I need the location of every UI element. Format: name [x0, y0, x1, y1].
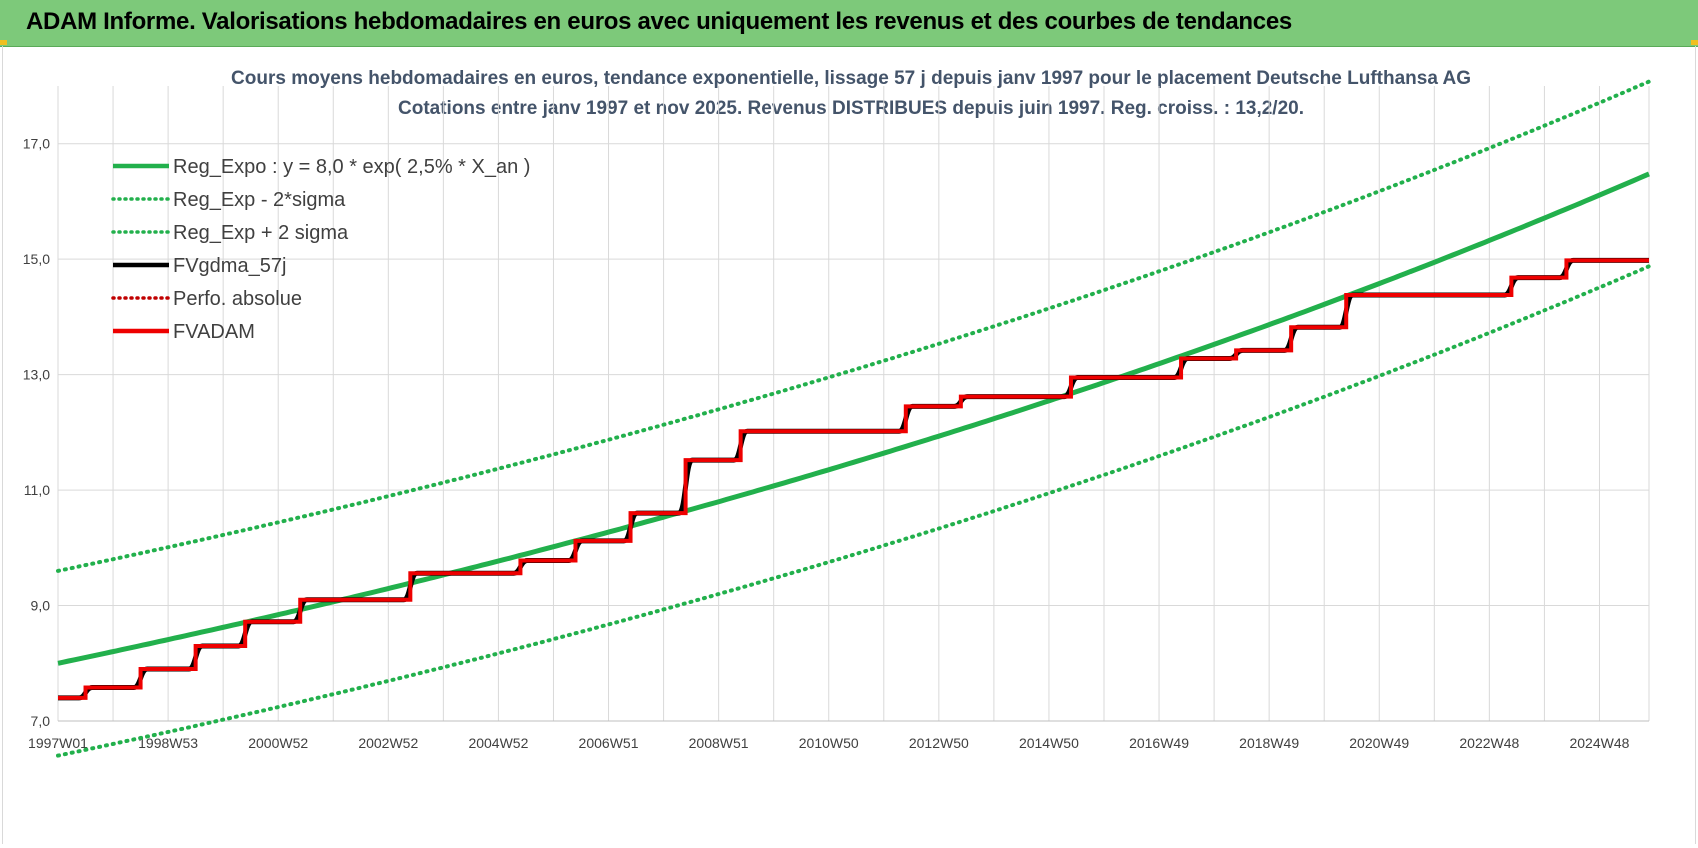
reg-expo-line — [57, 171, 1650, 666]
x-tick-label: 2016W49 — [1129, 735, 1189, 751]
legend-label: Reg_Exp + 2 sigma — [173, 222, 349, 244]
x-tick-label: 2022W48 — [1459, 735, 1519, 751]
x-tick-label: 2008W51 — [689, 735, 749, 751]
x-tick-label: 2024W48 — [1569, 735, 1629, 751]
y-tick-label: 15,0 — [23, 251, 50, 267]
chart: Cours moyens hebdomadaires en euros, ten… — [23, 68, 1651, 758]
x-tick-label: 2014W50 — [1019, 735, 1079, 751]
y-tick-label: 17,0 — [23, 136, 50, 152]
reg-exp-plus-2sigma-line — [56, 79, 1651, 573]
y-tick-label: 13,0 — [23, 367, 50, 383]
corner-marker-right — [1691, 40, 1698, 45]
banner-title: ADAM Informe. Valorisations hebdomadaire… — [26, 8, 1292, 35]
reg-exp-minus-2sigma-line — [56, 264, 1651, 758]
fvadam-line — [58, 258, 1649, 700]
x-tick-label: 2004W52 — [468, 735, 528, 751]
legend-label: Perfo. absolue — [173, 288, 302, 310]
x-tick-label: 2010W50 — [799, 735, 859, 751]
legend-label: Reg_Exp - 2*sigma — [173, 189, 346, 211]
x-tick-label: 1997W01 — [28, 735, 88, 751]
y-tick-label: 9,0 — [31, 598, 51, 614]
x-tick-label: 2002W52 — [358, 735, 418, 751]
legend-label: FVADAM — [173, 321, 255, 343]
title-banner: ADAM Informe. Valorisations hebdomadaire… — [0, 0, 1698, 47]
chart-title-line: Cours moyens hebdomadaires en euros, ten… — [231, 68, 1471, 89]
x-tick-label: 2012W50 — [909, 735, 969, 751]
corner-marker-left — [0, 40, 7, 45]
fvgdma-57j-line — [58, 257, 1649, 701]
chart-frame: Cours moyens hebdomadaires en euros, ten… — [2, 46, 1696, 844]
x-tick-label: 2020W49 — [1349, 735, 1409, 751]
y-tick-label: 7,0 — [31, 713, 51, 729]
chart-title-line: Cotations entre janv 1997 et nov 2025. R… — [398, 98, 1304, 119]
x-tick-label: 2006W51 — [579, 735, 639, 751]
x-tick-label: 2000W52 — [248, 735, 308, 751]
legend-label: Reg_Expo : y = 8,0 * exp( 2,5% * X_an ) — [173, 156, 530, 178]
x-tick-label: 1998W53 — [138, 735, 198, 751]
y-tick-label: 11,0 — [24, 482, 50, 498]
legend-label: FVgdma_57j — [173, 255, 286, 277]
x-tick-label: 2018W49 — [1239, 735, 1299, 751]
